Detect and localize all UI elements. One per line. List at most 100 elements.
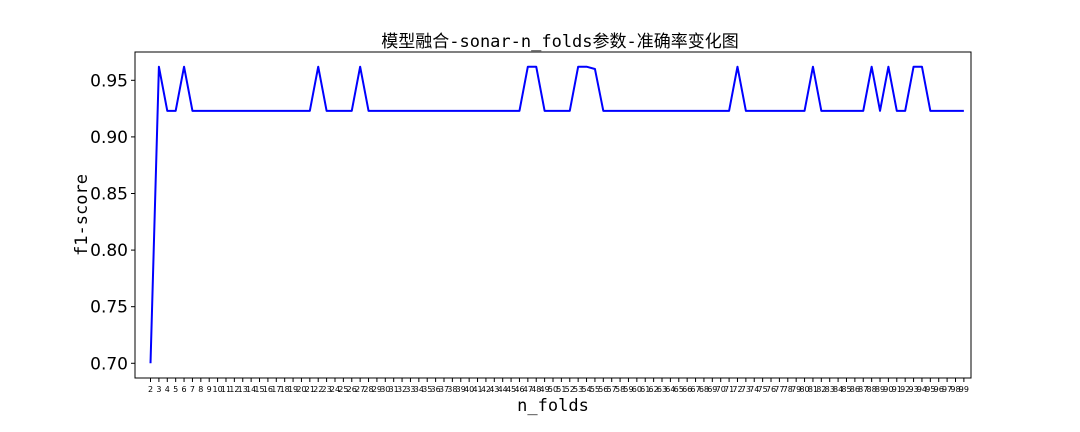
x-tick-label: 20 xyxy=(296,385,306,394)
x-axis: 2 3 4 5 6 7 8 9 10111213141516171819202122232425… xyxy=(148,378,969,394)
x-tick-label: 27 xyxy=(355,385,365,394)
x-tick-label: 22 xyxy=(313,385,323,394)
y-axis: 0.70 0.75 0.80 0.85 0.90 0.95 xyxy=(90,71,135,374)
chart-title: 模型融合-sonar-n_folds参数-准确率变化图 xyxy=(381,32,739,52)
x-tick-label: 84 xyxy=(833,385,843,394)
y-tick-label: 0.95 xyxy=(90,71,128,91)
x-tick-label: 70 xyxy=(716,385,726,394)
x-tick-label: 54 xyxy=(581,385,591,394)
x-tick-label: 8 xyxy=(198,385,203,394)
x-tick-label: 16 xyxy=(263,385,273,394)
x-tick-label: 81 xyxy=(808,385,818,394)
x-tick-label: 17 xyxy=(271,385,281,394)
x-tick-label: 41 xyxy=(472,385,482,394)
x-tick-label: 71 xyxy=(724,385,734,394)
x-tick-label: 45 xyxy=(506,385,516,394)
x-tick-label: 59 xyxy=(623,385,633,394)
x-tick-label: 50 xyxy=(548,385,558,394)
x-tick-label: 68 xyxy=(699,385,709,394)
y-axis-label: f1-score xyxy=(72,174,92,256)
x-tick-label: 99 xyxy=(959,385,969,394)
x-tick-label: 35 xyxy=(422,385,432,394)
x-tick-label: 90 xyxy=(883,385,893,394)
x-tick-label: 36 xyxy=(431,385,441,394)
x-tick-label: 64 xyxy=(665,385,675,394)
x-tick-label: 86 xyxy=(850,385,860,394)
x-tick-label: 40 xyxy=(464,385,474,394)
x-tick-label: 61 xyxy=(640,385,650,394)
x-tick-label: 46 xyxy=(514,385,524,394)
x-tick-label: 69 xyxy=(707,385,717,394)
x-tick-label: 14 xyxy=(246,385,256,394)
x-tick-label: 39 xyxy=(456,385,466,394)
x-tick-label: 94 xyxy=(917,385,927,394)
x-tick-label: 2 xyxy=(148,385,153,394)
x-tick-label: 76 xyxy=(766,385,776,394)
x-tick-label: 10 xyxy=(213,385,223,394)
x-tick-label: 88 xyxy=(867,385,877,394)
y-tick-label: 0.80 xyxy=(90,241,128,261)
x-tick-label: 5 xyxy=(173,385,178,394)
x-tick-label: 62 xyxy=(649,385,659,394)
x-tick-label: 38 xyxy=(447,385,457,394)
x-tick-label: 47 xyxy=(523,385,533,394)
x-tick-label: 51 xyxy=(556,385,566,394)
x-tick-label: 21 xyxy=(305,385,315,394)
x-tick-label: 60 xyxy=(632,385,642,394)
x-tick-label: 55 xyxy=(590,385,600,394)
x-tick-label: 30 xyxy=(380,385,390,394)
x-tick-label: 31 xyxy=(389,385,399,394)
x-tick-label: 77 xyxy=(774,385,784,394)
x-tick-label: 89 xyxy=(875,385,885,394)
x-tick-label: 63 xyxy=(657,385,667,394)
x-tick-label: 32 xyxy=(397,385,407,394)
x-tick-label: 44 xyxy=(498,385,508,394)
x-tick-label: 26 xyxy=(347,385,357,394)
x-tick-label: 93 xyxy=(908,385,918,394)
x-tick-label: 96 xyxy=(934,385,944,394)
x-tick-label: 42 xyxy=(481,385,491,394)
x-tick-label: 67 xyxy=(690,385,700,394)
y-tick-label: 0.85 xyxy=(90,184,128,204)
x-tick-label: 82 xyxy=(816,385,826,394)
y-tick-label: 0.75 xyxy=(90,298,128,318)
x-tick-label: 9 xyxy=(207,385,212,394)
y-tick-label: 0.70 xyxy=(90,354,128,374)
x-tick-label: 48 xyxy=(531,385,541,394)
x-tick-label: 58 xyxy=(615,385,625,394)
x-tick-label: 65 xyxy=(674,385,684,394)
x-tick-label: 15 xyxy=(254,385,264,394)
x-tick-label: 92 xyxy=(900,385,910,394)
x-tick-label: 43 xyxy=(489,385,499,394)
x-tick-label: 74 xyxy=(749,385,759,394)
x-tick-label: 12 xyxy=(229,385,239,394)
x-tick-label: 98 xyxy=(950,385,960,394)
x-axis-label: n_folds xyxy=(517,396,589,416)
x-tick-label: 29 xyxy=(372,385,382,394)
x-tick-label: 7 xyxy=(190,385,195,394)
x-tick-label: 87 xyxy=(858,385,868,394)
x-tick-label: 4 xyxy=(165,385,170,394)
x-tick-label: 34 xyxy=(414,385,424,394)
x-tick-label: 37 xyxy=(439,385,449,394)
x-tick-label: 18 xyxy=(280,385,290,394)
x-tick-label: 91 xyxy=(892,385,902,394)
y-tick-label: 0.90 xyxy=(90,128,128,148)
x-tick-label: 57 xyxy=(607,385,617,394)
x-tick-label: 95 xyxy=(925,385,935,394)
x-tick-label: 85 xyxy=(841,385,851,394)
x-tick-label: 53 xyxy=(573,385,583,394)
x-tick-label: 28 xyxy=(363,385,373,394)
x-tick-label: 73 xyxy=(741,385,751,394)
x-tick-label: 72 xyxy=(732,385,742,394)
x-tick-label: 83 xyxy=(825,385,835,394)
x-tick-label: 3 xyxy=(156,385,161,394)
x-tick-label: 79 xyxy=(791,385,801,394)
x-tick-label: 80 xyxy=(799,385,809,394)
x-tick-label: 11 xyxy=(221,385,231,394)
x-tick-label: 33 xyxy=(405,385,415,394)
x-tick-label: 23 xyxy=(322,385,332,394)
x-tick-label: 19 xyxy=(288,385,298,394)
x-tick-label: 66 xyxy=(682,385,692,394)
